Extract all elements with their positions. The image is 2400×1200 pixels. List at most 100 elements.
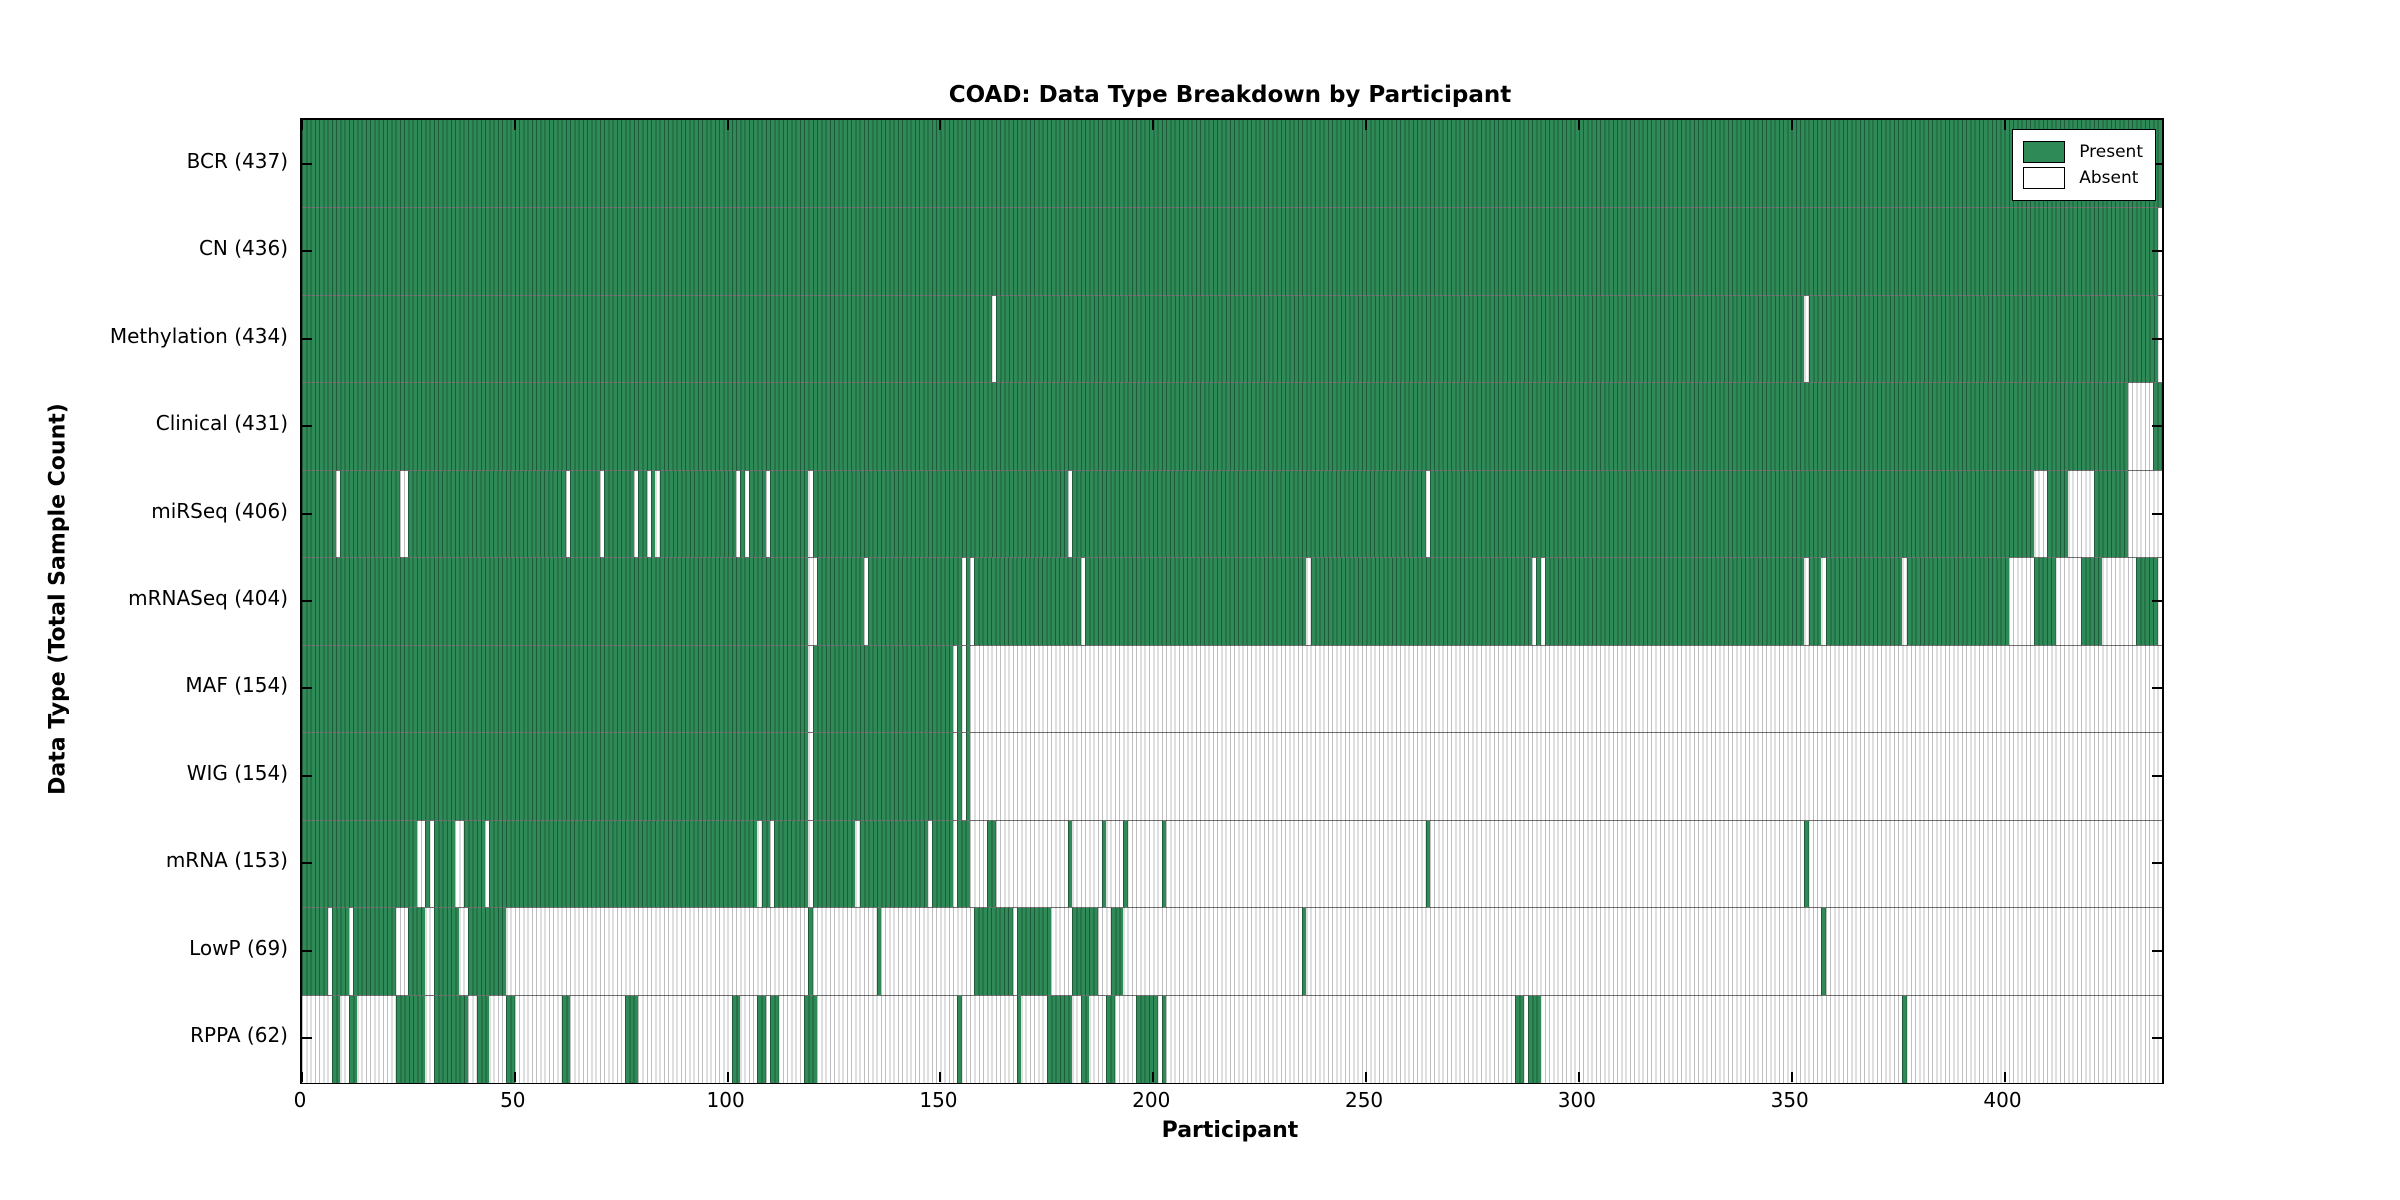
present-segment (812, 733, 954, 821)
y-tick-label-cn: CN (436) (198, 236, 288, 261)
present-segment (433, 820, 456, 909)
present-segment (1808, 295, 2158, 384)
present-segment (1310, 558, 1533, 646)
data-row-bcr (302, 120, 2162, 208)
absent-swatch-icon (2023, 167, 2066, 189)
present-segment (395, 995, 426, 1083)
legend: Present Absent (2012, 129, 2156, 201)
present-segment (957, 820, 971, 909)
x-tick-top (1365, 120, 1368, 130)
present-segment (1161, 995, 1167, 1083)
present-segment (812, 820, 856, 909)
present-segment (302, 470, 337, 559)
present-segment (1804, 820, 1809, 909)
present-segment (1072, 470, 1426, 559)
x-tick-bottom (301, 1072, 303, 1082)
legend-absent-label: Absent (2079, 167, 2139, 188)
y-tick-right (2152, 1037, 2162, 1040)
y-tick-label-mirseq: miRSeq (406) (151, 498, 288, 523)
present-segment (570, 470, 600, 559)
present-segment (1102, 820, 1107, 909)
x-tick-label-350: 350 (1770, 1088, 1809, 1112)
present-segment (761, 820, 771, 909)
y-tick-left (302, 687, 312, 690)
present-segment (651, 470, 656, 559)
y-tick-left (302, 250, 312, 253)
present-segment (348, 995, 358, 1083)
legend-entry-absent: Absent (2023, 167, 2143, 189)
present-segment (1302, 908, 1307, 996)
present-segment (774, 820, 809, 909)
present-segment (957, 645, 962, 734)
present-segment (804, 995, 817, 1083)
present-segment (1906, 558, 2009, 646)
x-tick-label-50: 50 (500, 1088, 526, 1112)
x-tick-top (2003, 120, 2006, 130)
present-segment (1425, 820, 1430, 909)
present-segment (353, 908, 396, 996)
present-segment (1085, 558, 1307, 646)
data-row-mrna (302, 819, 2162, 909)
present-segment (561, 995, 571, 1083)
present-segment (1821, 908, 1826, 996)
present-segment (1429, 470, 2035, 559)
y-tick-right (2152, 250, 2162, 253)
x-tick-bottom (939, 1072, 942, 1082)
y-tick-right (2152, 512, 2162, 515)
present-segment (302, 558, 809, 646)
y-tick-label-mrnaseq: mRNASeq (404) (128, 586, 288, 610)
data-row-mrnaseq (302, 557, 2162, 646)
present-segment (302, 820, 417, 909)
x-tick-label-0: 0 (293, 1088, 307, 1112)
present-segment (876, 908, 881, 996)
y-tick-right (2152, 162, 2162, 165)
x-tick-label-100: 100 (706, 1088, 745, 1112)
x-tick-top (1577, 120, 1580, 130)
present-segment (957, 733, 962, 821)
y-tick-right (2152, 425, 2162, 428)
x-tick-top (513, 120, 516, 130)
y-tick-label-methylation: Methylation (434) (109, 323, 288, 348)
x-tick-top (726, 120, 729, 130)
present-segment (868, 558, 962, 646)
x-tick-top (1152, 120, 1155, 130)
present-segment (965, 645, 971, 734)
present-segment (808, 908, 813, 996)
data-row-rppa (302, 994, 2162, 1083)
present-segment (974, 558, 1081, 646)
present-segment (1072, 908, 1098, 996)
present-segment (467, 908, 507, 996)
present-segment (965, 558, 971, 646)
present-segment (1123, 820, 1128, 909)
y-tick-left (302, 512, 312, 515)
present-segment (2093, 470, 2128, 559)
plot-area: Present Absent (300, 118, 2164, 1084)
present-segment (302, 208, 2158, 296)
present-swatch-icon (2023, 141, 2066, 163)
y-tick-right (2152, 687, 2162, 690)
data-row-maf (302, 644, 2162, 734)
present-segment (489, 820, 758, 909)
y-tick-label-rppa: RPPA (62) (190, 1023, 288, 1048)
y-tick-label-lowp: LowP (69) (189, 935, 288, 960)
x-tick-label-400: 400 (1983, 1088, 2022, 1112)
present-segment (433, 908, 460, 996)
x-tick-bottom (1577, 1072, 1580, 1082)
y-tick-label-mrna: mRNA (153) (165, 848, 288, 873)
present-segment (408, 908, 426, 996)
present-segment (302, 383, 2128, 471)
present-segment (1110, 908, 1124, 996)
present-segment (2034, 558, 2056, 646)
y-tick-left (302, 162, 312, 165)
x-tick-bottom (726, 1072, 729, 1082)
present-segment (604, 470, 634, 559)
present-segment (957, 995, 962, 1083)
present-segment (1902, 995, 1907, 1083)
present-segment (817, 558, 864, 646)
y-tick-right (2152, 862, 2162, 865)
present-segment (302, 295, 992, 384)
present-segment (987, 820, 996, 909)
present-segment (740, 470, 745, 559)
y-tick-left (302, 600, 312, 602)
present-segment (625, 995, 639, 1083)
